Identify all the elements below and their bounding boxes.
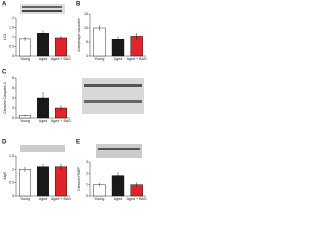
y-tick-label: 2	[12, 16, 14, 20]
x-tick-label: Aged	[39, 57, 47, 61]
x-tick-label: Young	[20, 197, 30, 201]
blot-band	[84, 84, 142, 87]
y-tick-label: 6	[12, 86, 14, 90]
bar	[93, 27, 106, 57]
blot-band	[84, 100, 142, 103]
x-tick-label: Aged + BAG	[127, 197, 147, 201]
y-tick-label: 5	[86, 40, 88, 44]
y-tick-label: 0	[12, 116, 14, 120]
blot	[82, 78, 144, 114]
x-tick-label: Aged + BAG	[127, 57, 147, 61]
y-tick-label: 0.5	[9, 44, 14, 48]
x-tick-label: Aged + BAG	[51, 119, 71, 123]
y-tick-label: 0	[12, 54, 14, 58]
y-tick-label: 1.5	[9, 154, 14, 158]
y-axis-label: LC3	[3, 34, 7, 41]
bar	[37, 166, 49, 197]
y-axis-label: Autophagic vacuoles	[77, 18, 81, 51]
y-tick-label: 1	[12, 35, 14, 39]
x-tick-label: Aged	[114, 197, 122, 201]
blot	[20, 145, 65, 152]
panel-label: B	[76, 2, 81, 8]
x-tick-label: Aged	[39, 119, 47, 123]
y-tick-label: 0	[86, 194, 88, 198]
panel-label: E	[76, 140, 80, 146]
y-tick-label: 2	[12, 106, 14, 110]
figure: A LC3 0 0.5 1 1.5 2 Young Aged Aged + BAG B Autopha…	[2, 2, 147, 201]
y-tick-label: 0	[86, 54, 88, 58]
y-axis-label: Cleaved Caspase-3	[3, 82, 7, 114]
y-tick-label: 0	[12, 194, 14, 198]
x-tick-label: Young	[20, 119, 30, 123]
bar	[19, 169, 31, 197]
blot-band	[98, 148, 140, 150]
x-tick-label: Aged	[114, 57, 122, 61]
y-tick-label: 8	[12, 76, 14, 80]
x-tick-label: Young	[94, 57, 104, 61]
blot-band	[22, 6, 62, 8]
bar	[19, 38, 31, 57]
x-tick-label: Young	[20, 57, 30, 61]
y-tick-label: 4	[12, 96, 14, 100]
y-tick-label: 2	[86, 171, 88, 175]
blot	[96, 144, 142, 158]
x-tick-label: Aged	[39, 197, 47, 201]
x-tick-label: Aged + BAG	[51, 57, 71, 61]
y-tick-label: 0.5	[9, 181, 14, 185]
bar	[55, 37, 67, 57]
blot	[20, 4, 65, 14]
panel-label: A	[2, 2, 7, 8]
y-tick-label: 1.5	[9, 25, 14, 29]
y-tick-label: 1	[86, 183, 88, 187]
bar	[37, 33, 49, 57]
y-tick-label: 15	[84, 12, 88, 16]
y-axis-label: Atg5	[3, 172, 7, 179]
panel-label: D	[2, 140, 7, 146]
panel-label: C	[2, 70, 7, 76]
y-tick-label: 1	[12, 167, 14, 171]
x-tick-label: Aged + BAG	[51, 197, 71, 201]
bar	[55, 166, 67, 197]
blots	[20, 4, 144, 158]
blot-band	[22, 10, 62, 12]
y-axis-label: Cleaved PARP	[77, 167, 81, 191]
y-tick-label: 3	[86, 160, 88, 164]
y-tick-label: 10	[84, 26, 88, 30]
x-tick-label: Young	[94, 197, 104, 201]
